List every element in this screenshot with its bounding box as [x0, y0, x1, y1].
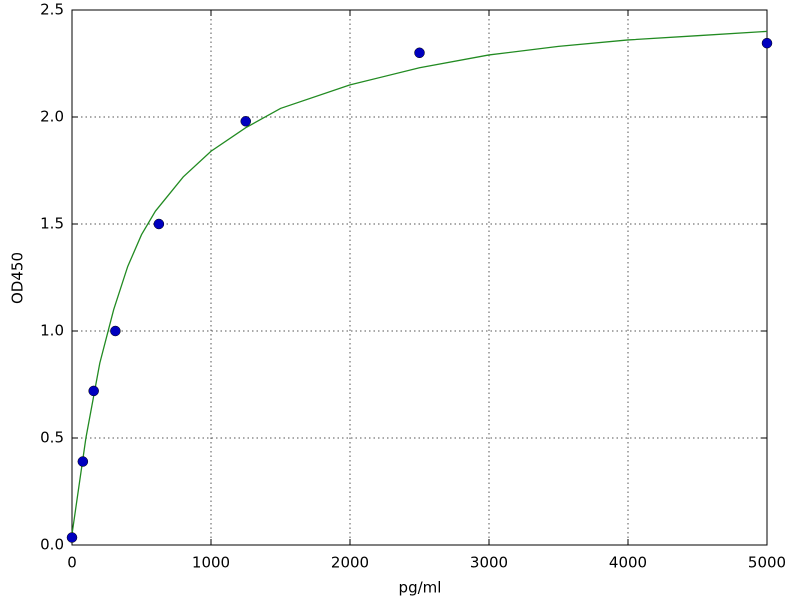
y-tick-label: 2.5 [40, 1, 64, 19]
x-tick-label: 1000 [192, 554, 230, 572]
fit-curve [71, 30, 768, 535]
data-point [110, 325, 121, 337]
y-tick-label: 0.0 [40, 536, 64, 554]
x-axis-label: pg/ml [399, 579, 442, 597]
data-point [414, 47, 425, 59]
data-point [240, 116, 251, 127]
y-tick-label: 0.5 [40, 429, 64, 447]
data-point [66, 532, 78, 543]
x-tick-label: 3000 [470, 554, 508, 572]
data-point [88, 385, 99, 397]
x-tick-label: 0 [67, 554, 77, 572]
y-tick-label: 2.0 [40, 108, 64, 126]
data-point [153, 218, 165, 230]
x-tick-label: 5000 [748, 554, 786, 572]
y-tick-label: 1.5 [40, 215, 64, 233]
y-axis-label: OD450 [9, 252, 27, 304]
x-tick-label: 2000 [331, 554, 369, 572]
data-point [761, 37, 773, 49]
y-tick-label: 1.0 [40, 322, 64, 340]
plot-frame [71, 9, 768, 546]
data-point [77, 456, 89, 467]
x-tick-label: 4000 [609, 554, 647, 572]
